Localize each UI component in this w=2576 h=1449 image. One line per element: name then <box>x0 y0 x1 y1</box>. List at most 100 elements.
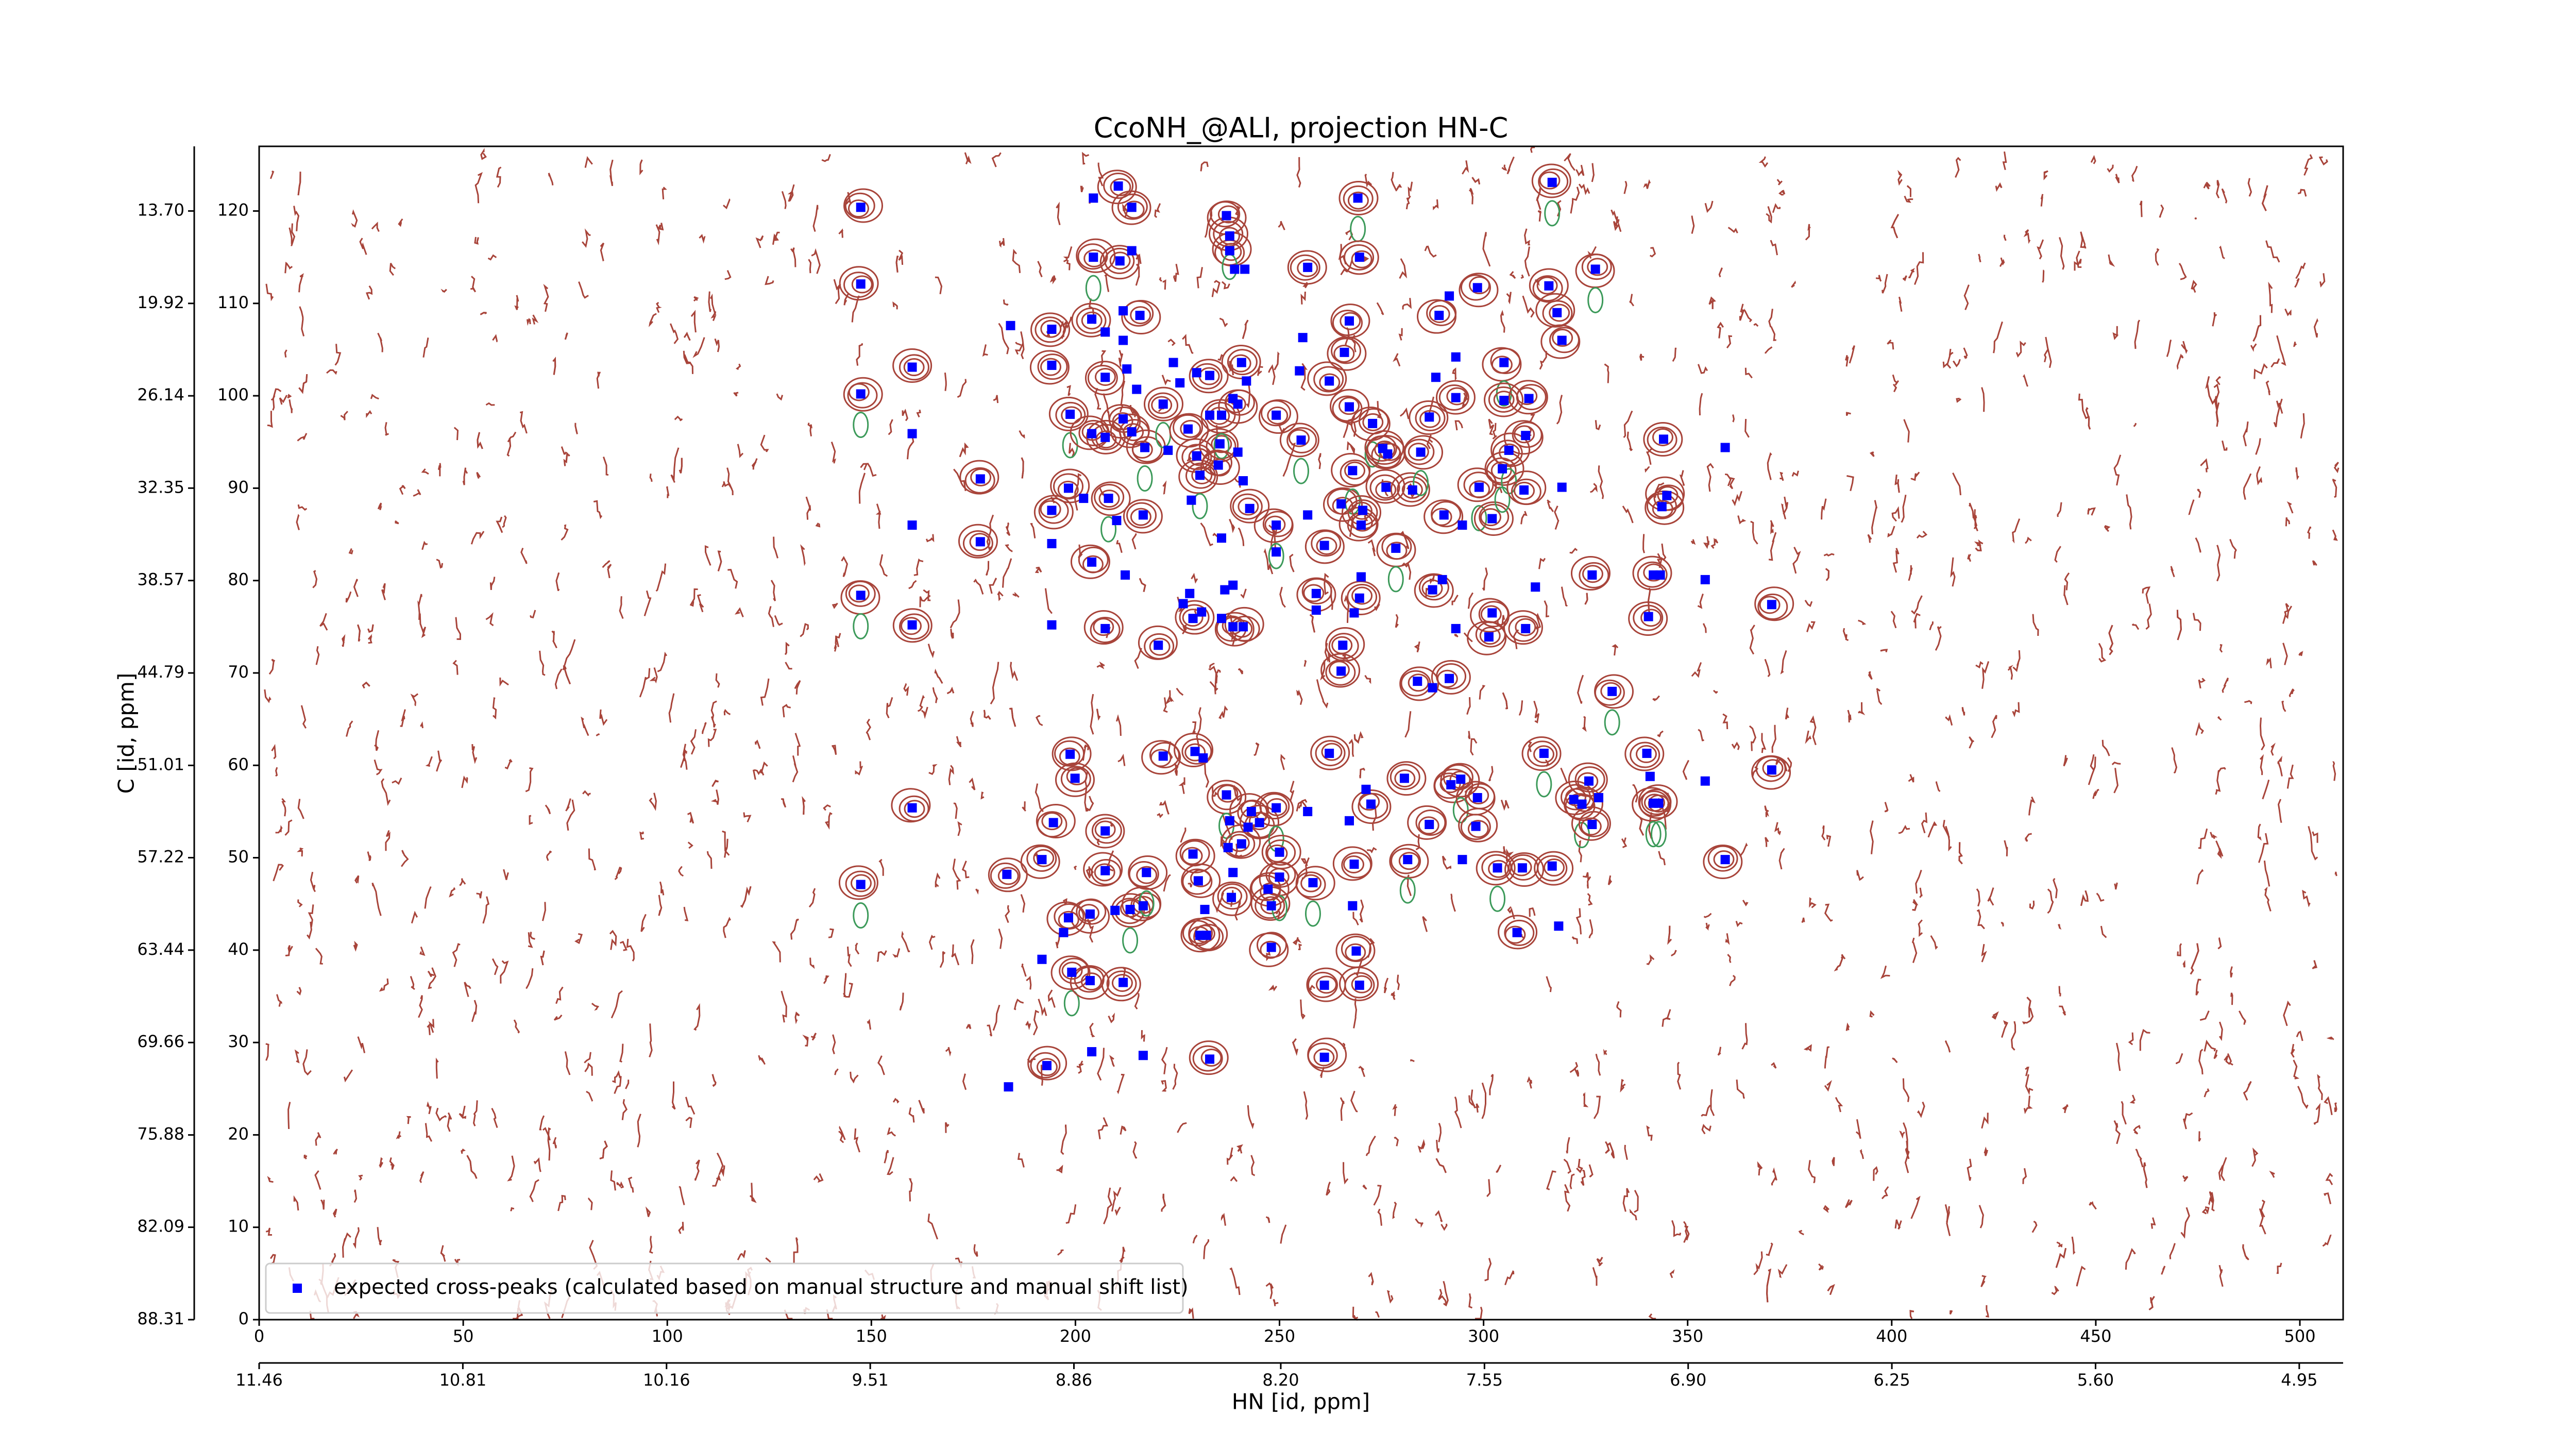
noise-contour <box>1240 588 1247 599</box>
cross-peak <box>1336 666 1346 676</box>
noise-contour <box>578 281 589 299</box>
noise-contour <box>1020 331 1025 360</box>
peak-contour <box>1514 481 1535 500</box>
y-tick-label: 50 <box>228 847 249 867</box>
peak-contour <box>1030 312 1071 347</box>
cross-peak <box>1100 826 1110 836</box>
noise-contour <box>366 410 372 418</box>
noise-contour <box>1868 671 1873 680</box>
noise-contour <box>435 1107 447 1122</box>
noise-contour <box>1575 908 1582 935</box>
x-tick-label: 50 <box>453 1326 474 1346</box>
noise-contour <box>582 228 591 248</box>
cross-peak <box>1255 818 1264 828</box>
noise-contour <box>2059 237 2065 270</box>
noise-contour <box>1981 1113 1989 1129</box>
peak-contour <box>1339 240 1379 275</box>
cross-peak <box>1340 347 1349 357</box>
peak-contour <box>1111 973 1133 992</box>
noise-contour <box>1758 156 1769 168</box>
noise-contour <box>389 1157 395 1170</box>
noise-contour <box>1383 978 1389 993</box>
noise-contour <box>385 830 391 851</box>
peak-contour <box>1574 766 1605 793</box>
peak-contour <box>1303 584 1325 602</box>
noise-contour <box>1976 888 1980 907</box>
noise-contour <box>735 363 741 370</box>
noise-contour <box>1741 1023 1748 1050</box>
noise-contour <box>543 283 549 312</box>
noise-contour <box>271 744 277 760</box>
peak-contour <box>1351 501 1372 520</box>
noise-contour <box>969 777 976 790</box>
cross-peak <box>1242 376 1251 386</box>
cross-peak <box>1643 612 1653 621</box>
peak-contour <box>997 867 1019 885</box>
noise-contour <box>917 695 925 712</box>
noise-contour <box>884 1150 889 1164</box>
peak-contour <box>1751 755 1791 790</box>
noise-contour <box>2317 1074 2323 1100</box>
noise-contour <box>1014 343 1024 355</box>
noise-contour <box>419 613 427 638</box>
cross-peak <box>1319 1052 1329 1062</box>
peak-contour <box>838 865 878 900</box>
cross-peak <box>1493 863 1502 873</box>
noise-contour <box>1533 700 1540 723</box>
noise-contour <box>1253 742 1260 756</box>
noise-contour <box>983 710 991 720</box>
cross-peak <box>1311 605 1321 615</box>
noise-contour <box>1596 1257 1603 1267</box>
noise-contour <box>1588 1164 1594 1178</box>
peak-contour <box>1563 786 1603 821</box>
cross-peak <box>1471 821 1481 831</box>
negative-contour <box>1489 885 1506 912</box>
cross-peak <box>1227 892 1236 902</box>
noise-contour <box>1300 858 1308 866</box>
noise-contour <box>649 1023 653 1057</box>
noise-contour <box>1701 1104 1711 1117</box>
peak-contour <box>1539 171 1561 190</box>
noise-contour <box>609 930 617 950</box>
cross-peak <box>1356 572 1366 582</box>
noise-contour <box>2313 318 2318 338</box>
noise-contour <box>1502 692 1509 710</box>
cross-peak <box>1246 806 1256 816</box>
peak-contour <box>1504 852 1545 887</box>
noise-contour <box>794 1011 800 1024</box>
cross-peak <box>1425 412 1434 422</box>
noise-contour <box>1564 153 1575 171</box>
noise-contour <box>1607 875 1613 885</box>
noise-contour <box>461 1148 466 1154</box>
cross-peak <box>1127 246 1137 256</box>
cross-peak <box>856 389 866 399</box>
peak-contour <box>1440 763 1480 798</box>
noise-contour <box>424 886 432 909</box>
peak-contour <box>1059 747 1080 766</box>
peak-contour <box>1331 338 1362 364</box>
cross-peak <box>856 279 866 289</box>
noise-contour <box>1634 1190 1639 1213</box>
peak-contour <box>1351 586 1373 605</box>
noise-contour <box>1318 453 1321 469</box>
noise-contour <box>856 343 863 366</box>
noise-contour <box>353 1189 358 1203</box>
noise-contour <box>2045 336 2052 368</box>
noise-contour <box>1296 157 1301 188</box>
peak-contour <box>1635 745 1657 763</box>
cross-peak <box>1195 931 1205 940</box>
noise-contour <box>462 467 468 485</box>
x-tick-label: 0 <box>254 1326 264 1346</box>
noise-contour <box>1901 494 1907 523</box>
noise-contour <box>309 1310 315 1320</box>
plot-frame <box>258 145 2344 1321</box>
noise-contour <box>471 744 478 764</box>
noise-contour <box>2217 716 2222 721</box>
noise-contour <box>1547 499 1554 512</box>
noise-contour <box>2064 572 2070 591</box>
peak-contour <box>1369 474 1400 501</box>
noise-contour <box>923 589 931 601</box>
noise-contour <box>2023 1096 2033 1115</box>
noise-contour <box>1578 840 1582 863</box>
noise-contour <box>858 473 866 504</box>
